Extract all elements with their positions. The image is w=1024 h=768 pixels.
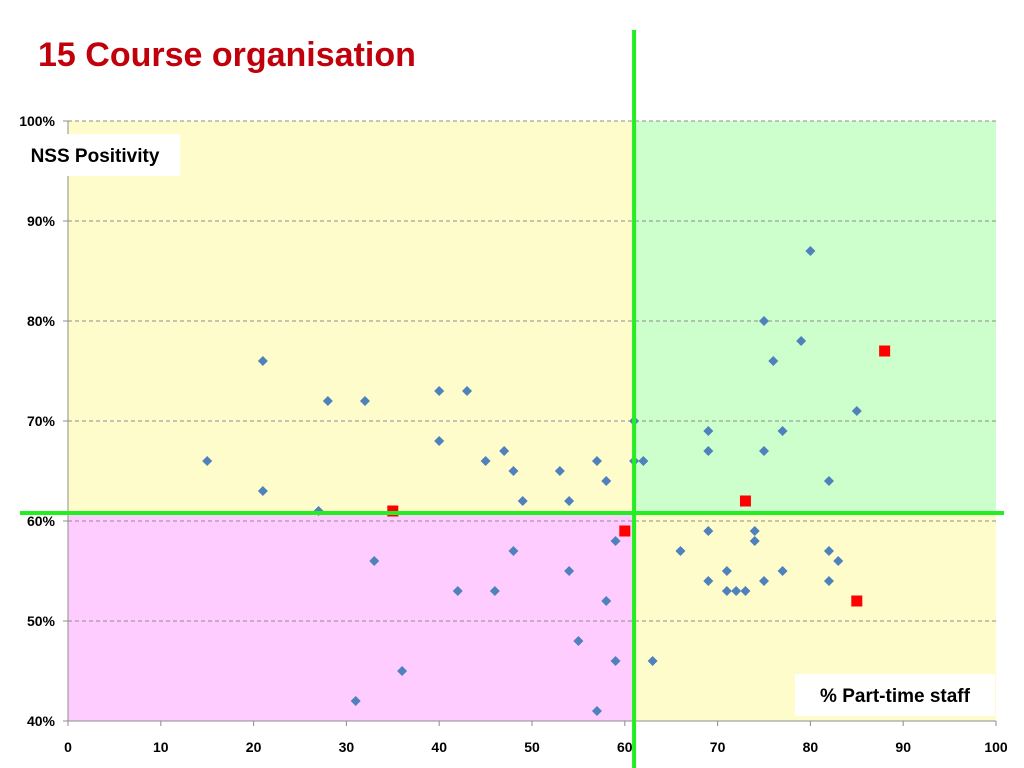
x-tick-label: 30 [339, 739, 355, 755]
data-point-diamond [777, 566, 788, 576]
data-point-diamond [703, 446, 714, 456]
data-point-diamond [350, 696, 361, 706]
xlabel-box [795, 674, 995, 716]
data-point-diamond [777, 426, 788, 436]
y-axis-ticks: 40% 50% 60% 70% 80% 90% 100% [19, 113, 68, 729]
data-point-diamond [434, 436, 445, 446]
x-tick-label: 50 [524, 739, 540, 755]
data-point-square [851, 595, 863, 607]
data-point-diamond [452, 586, 463, 596]
data-point-diamond [601, 596, 612, 606]
data-point-diamond [508, 546, 519, 556]
x-axis-ticks: 0 10 20 30 40 50 60 70 80 90 100 [64, 721, 1008, 755]
data-point-diamond [517, 496, 528, 506]
y-tick-label: 80% [27, 313, 56, 329]
data-point-diamond [721, 566, 732, 576]
x-tick-label: 0 [64, 739, 72, 755]
data-point-square [739, 495, 751, 507]
data-point-diamond [610, 536, 621, 546]
y-tick-label: 60% [27, 513, 56, 529]
data-point-diamond [489, 586, 500, 596]
data-point-diamond [823, 476, 834, 486]
data-point-diamond [759, 576, 769, 586]
gridlines [68, 120, 996, 622]
quadrant-top-left [68, 121, 635, 513]
slide-title: 15 Course organisation [38, 36, 416, 74]
threshold-lines [20, 30, 1004, 768]
data-point-diamond [202, 456, 213, 466]
x-tick-label: 40 [431, 739, 447, 755]
data-point-diamond [749, 526, 760, 536]
y-tick-label: 100% [19, 113, 55, 129]
data-point-diamond [369, 556, 380, 566]
data-point-diamond [759, 446, 769, 456]
data-point-diamond [731, 586, 742, 596]
data-point-diamond [257, 356, 268, 366]
data-point-diamond [397, 666, 408, 676]
data-point-diamond [721, 586, 732, 596]
data-point-diamond [573, 636, 584, 646]
x-tick-label: 100 [984, 739, 1008, 755]
y-tick-label: 70% [27, 413, 56, 429]
data-point-diamond [322, 396, 333, 406]
data-point-diamond [703, 576, 714, 586]
y-tick-label: 40% [27, 713, 56, 729]
data-point-diamond [851, 406, 862, 416]
x-tick-label: 20 [246, 739, 262, 755]
data-point-diamond [564, 566, 575, 576]
x-tick-label: 90 [895, 739, 911, 755]
data-point-diamond [740, 586, 751, 596]
data-point-diamond [703, 426, 714, 436]
data-point-diamond [638, 456, 649, 466]
data-point-diamond [768, 356, 779, 366]
data-point-diamond [647, 656, 658, 666]
x-tick-label: 60 [617, 739, 633, 755]
data-point-diamond [610, 656, 621, 666]
x-axis-label: % Part-time staff [820, 686, 971, 707]
y-tick-label: 50% [27, 613, 56, 629]
ylabel-box [19, 134, 180, 176]
axis-label-boxes: NSS Positivity % Part-time staff [19, 134, 995, 716]
data-point-diamond [480, 456, 491, 466]
data-point-diamond [591, 706, 602, 716]
data-point-diamond [749, 536, 760, 546]
data-points [202, 246, 891, 716]
y-tick-label: 90% [27, 213, 56, 229]
data-point-diamond [591, 456, 602, 466]
data-point-diamond [823, 546, 834, 556]
data-point-diamond [805, 246, 816, 256]
data-point-diamond [564, 496, 575, 506]
data-point-diamond [823, 576, 834, 586]
data-point-diamond [759, 316, 769, 326]
data-point-diamond [796, 336, 807, 346]
data-point-diamond [675, 546, 686, 556]
data-point-diamond [359, 396, 370, 406]
x-tick-label: 10 [153, 739, 169, 755]
y-axis-label: NSS Positivity [31, 146, 160, 167]
data-point-diamond [462, 386, 473, 396]
data-point-diamond [833, 556, 844, 566]
data-point-diamond [703, 526, 714, 536]
x-tick-label: 80 [803, 739, 819, 755]
data-point-diamond [554, 466, 565, 476]
data-point-diamond [434, 386, 445, 396]
quadrant-bottom-left [68, 513, 635, 721]
data-point-diamond [257, 486, 268, 496]
data-point-diamond [508, 466, 519, 476]
data-point-square [619, 525, 631, 537]
x-tick-label: 70 [710, 739, 726, 755]
data-point-diamond [601, 476, 612, 486]
quadrant-top-right [634, 121, 996, 513]
data-point-diamond [499, 446, 510, 456]
data-point-square [879, 345, 891, 357]
